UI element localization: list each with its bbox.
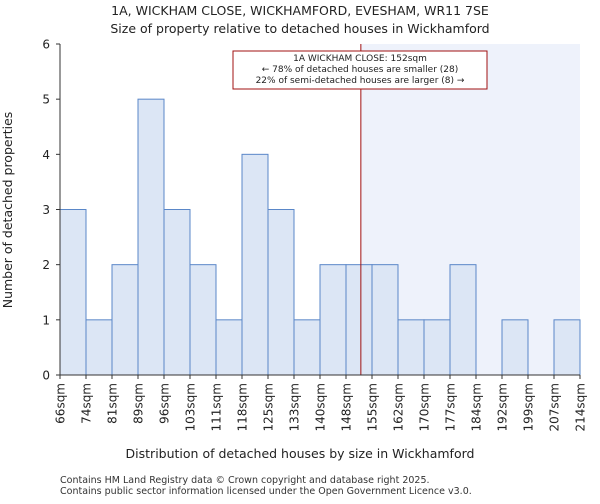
- y-axis-label: Number of detached properties: [0, 112, 15, 309]
- x-axis-label: Distribution of detached houses by size …: [126, 446, 475, 461]
- x-tick-label: 177sqm: [444, 383, 458, 431]
- x-tick-label: 96sqm: [158, 383, 172, 424]
- footer-line-2: Contains public sector information licen…: [60, 486, 472, 497]
- annotation-frame: [232, 50, 488, 90]
- bar: [85, 319, 113, 376]
- x-tick-label: 170sqm: [418, 383, 432, 431]
- x-tick-label: 155sqm: [366, 383, 380, 431]
- x-tick-label: 192sqm: [496, 383, 510, 431]
- y-tick-label: 1: [42, 313, 50, 327]
- x-tick-label: 140sqm: [314, 383, 328, 431]
- y-tick-label: 5: [42, 93, 50, 107]
- chart-subtitle: Size of property relative to detached ho…: [110, 21, 489, 36]
- chart-title: 1A, WICKHAM CLOSE, WICKHAMFORD, EVESHAM,…: [111, 3, 489, 18]
- annotation-line-3: 22% of semi-detached houses are larger (…: [256, 76, 465, 86]
- annotation-line-1: 1A WICKHAM CLOSE: 152sqm: [293, 54, 427, 64]
- x-tick-label: 118sqm: [236, 383, 250, 431]
- x-tick-label: 199sqm: [522, 383, 536, 431]
- bar: [189, 264, 217, 376]
- annotation-line-2: ← 78% of detached houses are smaller (28…: [262, 65, 459, 75]
- bar: [215, 319, 243, 376]
- bar: [319, 264, 347, 376]
- bar: [397, 319, 425, 376]
- plot-area: 0 1 2 3 4 5 6 66sqm 74sqm 81sqm 89sqm 96sqm 103sqm 11…: [42, 38, 587, 432]
- bar: [423, 319, 451, 376]
- x-tick-label: 184sqm: [470, 383, 484, 431]
- bar: [241, 153, 269, 376]
- x-tick-label: 111sqm: [210, 383, 224, 431]
- annotation-box: 1A WICKHAM CLOSE: 152sqm ← 78% of detach…: [232, 50, 488, 90]
- bar: [501, 319, 529, 376]
- bar: [267, 209, 295, 376]
- x-tick-label: 133sqm: [288, 383, 302, 431]
- bar: [163, 209, 191, 376]
- bar: [449, 264, 477, 376]
- x-tick-label: 207sqm: [548, 383, 562, 431]
- x-tick-label: 148sqm: [340, 383, 354, 431]
- bar: [345, 264, 373, 376]
- x-tick-label: 74sqm: [80, 383, 94, 424]
- x-tick-label: 214sqm: [574, 383, 588, 431]
- x-tick-label: 103sqm: [184, 383, 198, 431]
- footer-line-1: Contains HM Land Registry data © Crown c…: [60, 475, 430, 486]
- bar: [553, 319, 581, 376]
- x-tick-label: 89sqm: [132, 383, 146, 424]
- bar: [371, 264, 399, 376]
- y-tick-label: 2: [42, 258, 50, 272]
- x-tick-label: 81sqm: [106, 383, 120, 424]
- y-tick-label: 3: [42, 203, 50, 217]
- bar: [293, 319, 321, 376]
- y-tick-label: 4: [42, 148, 50, 162]
- x-tick-label: 125sqm: [262, 383, 276, 431]
- y-tick-label: 0: [42, 369, 50, 383]
- bar: [111, 264, 139, 376]
- bar: [137, 98, 165, 376]
- y-tick-label: 6: [42, 38, 50, 52]
- x-tick-label: 66sqm: [54, 383, 68, 424]
- x-tick-label: 162sqm: [392, 383, 406, 431]
- bar: [59, 209, 87, 376]
